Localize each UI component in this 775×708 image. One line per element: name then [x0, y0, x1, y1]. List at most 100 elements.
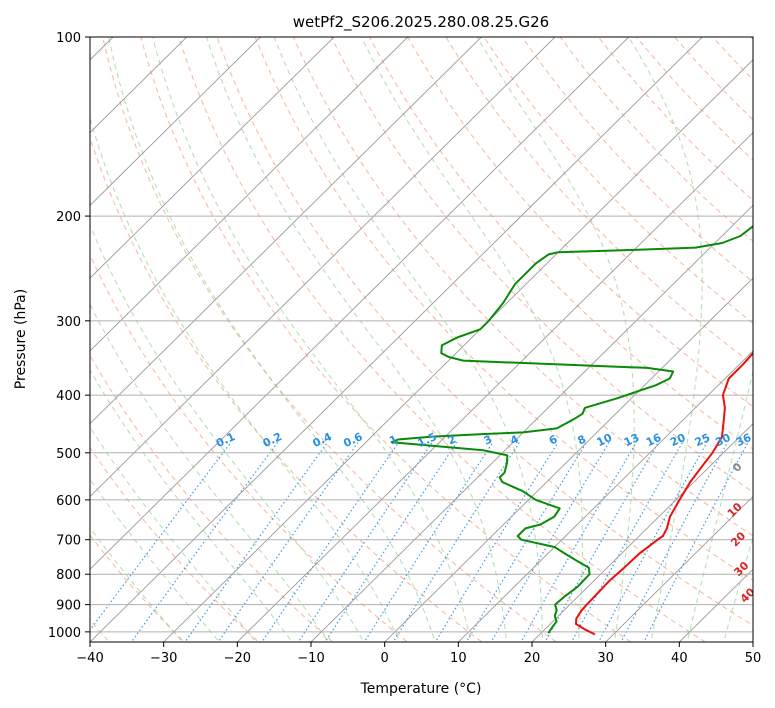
- isotherm-line: [90, 37, 556, 498]
- mixing-ratio-label: 8: [576, 433, 588, 448]
- mixing-ratio-label: 3: [482, 433, 494, 448]
- mixing-ratio-line: [490, 441, 610, 642]
- x-tick-label: −20: [224, 651, 251, 666]
- isotherm-line: [678, 568, 753, 642]
- y-tick-label: 500: [56, 447, 81, 462]
- dry-adiabat-line: [90, 446, 260, 642]
- dry-adiabat-line: [597, 37, 753, 202]
- mixing-ratio-line: [297, 441, 433, 642]
- dry-adiabat-line: [90, 354, 334, 642]
- mixing-ratio-label: 0.2: [261, 430, 284, 450]
- chart-title: wetPf2_S206.2025.280.08.25.G26: [293, 13, 549, 32]
- mixing-ratio-label: 0.1: [214, 430, 237, 450]
- x-tick-label: 30: [597, 651, 614, 666]
- y-axis-ticks: 100 200 300 400 500 600 700 800 900 1000: [48, 31, 90, 641]
- y-tick-label: 700: [56, 534, 81, 549]
- dry-adiabat-line: [90, 136, 483, 642]
- y-axis-label: Pressure (hPa): [13, 289, 29, 389]
- y-tick-label: 600: [56, 494, 81, 509]
- isotherm-line: [310, 204, 753, 642]
- moist-adiabat-label: 40: [738, 585, 758, 605]
- y-tick-label: 300: [56, 315, 81, 330]
- dewpoint-line: [390, 224, 753, 634]
- mixing-ratio-label: 13: [622, 431, 641, 449]
- mixing-ratio-label: 10: [595, 431, 615, 449]
- x-axis-label: Temperature (°C): [360, 681, 482, 697]
- mixing-ratio-label: 6: [547, 432, 560, 447]
- moist-adiabat-line: [90, 368, 293, 642]
- dry-adiabat-line: [750, 37, 753, 41]
- y-tick-label: 200: [56, 210, 81, 225]
- dry-adiabat-line: [90, 253, 409, 642]
- isotherms: [90, 37, 753, 642]
- mixing-ratio-line: [434, 441, 559, 642]
- temperature-line: [575, 351, 753, 636]
- dry-adiabat-line: [763, 10, 775, 647]
- x-tick-label: −40: [76, 651, 103, 666]
- mixing-ratio-line: [643, 441, 749, 642]
- isotherm-line: [90, 37, 188, 134]
- moist-adiabat-line: [90, 223, 365, 642]
- isotherm-line: [90, 37, 704, 642]
- x-tick-label: −30: [150, 651, 177, 666]
- isotherm-line: [90, 37, 335, 279]
- mixing-ratio-label: 25: [693, 431, 712, 449]
- dry-adiabat-line: [254, 37, 753, 582]
- isotherm-line: [163, 59, 753, 642]
- mixing-ratio-label: 20: [668, 431, 688, 449]
- mixing-ratio-label: 16: [644, 431, 664, 449]
- mixing-ratio-line: [261, 441, 400, 642]
- moist-adiabat-line: [205, 37, 508, 642]
- mixing-ratio-label: 0.4: [311, 430, 334, 450]
- x-tick-label: 40: [671, 651, 688, 666]
- isotherm-line: [531, 423, 753, 642]
- dry-adiabat-line: [330, 37, 753, 493]
- mixing-ratio-line: [363, 441, 494, 642]
- y-tick-label: 400: [56, 389, 81, 404]
- moist-adiabat-line: [108, 37, 436, 642]
- dry-adiabat-line: [178, 37, 707, 642]
- dry-adiabat-line: [216, 37, 753, 627]
- sounding-series: [390, 224, 753, 636]
- x-tick-label: 10: [450, 651, 467, 666]
- mixing-ratio-line: [90, 441, 232, 632]
- mixing-ratio-line: [184, 441, 328, 642]
- mixing-ratio-line: [620, 441, 729, 642]
- isotherm-line: [90, 37, 262, 206]
- moist-adiabat-line: [90, 426, 257, 642]
- y-tick-label: 900: [56, 599, 81, 614]
- isotherm-line: [457, 350, 753, 642]
- mixing-ratio-line: [520, 441, 637, 642]
- plot-frame: [89, 36, 754, 643]
- moist-adiabat-line: [759, 37, 775, 647]
- x-tick-label: 20: [524, 651, 541, 666]
- dry-adiabat-line: [102, 37, 558, 642]
- mixing-ratio-line: [217, 441, 359, 642]
- dry-adiabat-line: [559, 37, 753, 242]
- dry-adiabat-line: [292, 37, 753, 537]
- moist-adiabat-line: [90, 302, 329, 642]
- mixing-ratio-label: 30: [713, 431, 733, 449]
- mixing-ratio-lines: [90, 441, 749, 642]
- dry-adiabat-line: [368, 37, 753, 450]
- isotherm-line: [236, 131, 753, 642]
- isotherm-line: [90, 37, 409, 352]
- isotherm-line: [90, 37, 630, 570]
- x-tick-label: 0: [381, 651, 389, 666]
- mixing-ratio-line: [544, 441, 659, 642]
- y-tick-label: 1000: [48, 626, 81, 641]
- moist-adiabat-line: [273, 37, 543, 642]
- moist-adiabat-line: [723, 535, 753, 642]
- x-tick-label: −10: [297, 651, 324, 666]
- mixing-ratio-label: 36: [734, 431, 754, 449]
- moist-adiabat-label: 30: [731, 559, 751, 579]
- mixing-ratio-line: [570, 441, 684, 642]
- dry-adiabat-label: -20: [0, 252, 8, 276]
- dry-adiabat-label: -10: [45, 279, 68, 303]
- isotherm-line: [384, 277, 753, 642]
- dry-adiabat-line: [673, 37, 753, 121]
- isobars: [90, 37, 753, 633]
- isotherm-line: [605, 495, 753, 642]
- moist-adiabat-line: [90, 478, 221, 642]
